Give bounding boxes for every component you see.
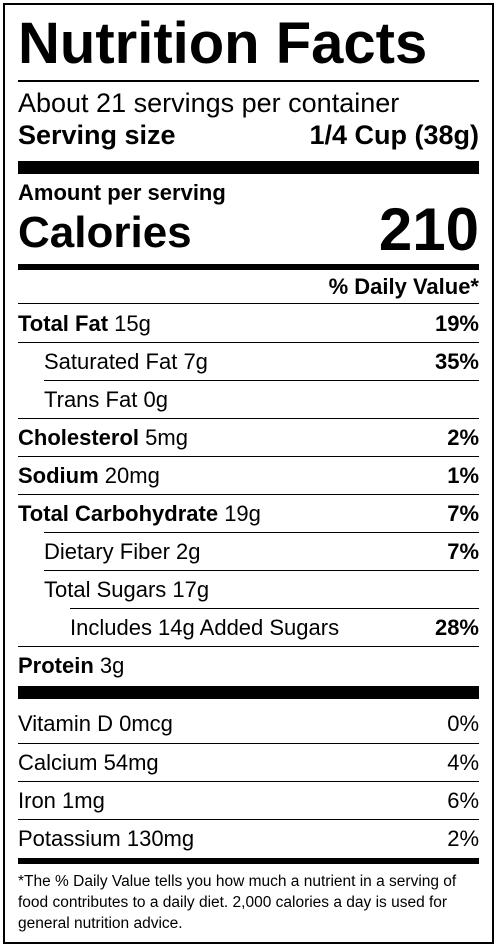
- nutrient-dv: 28%: [434, 615, 479, 640]
- vitamin-dv: 4%: [447, 750, 479, 775]
- serving-size-label: Serving size: [18, 120, 176, 150]
- nutrition-facts-label: Nutrition Facts About 21 servings per co…: [3, 3, 494, 944]
- nutrient-amount: 17g: [172, 577, 210, 602]
- vitamin-dv: 0%: [447, 711, 479, 736]
- nutrient-dv: 7%: [447, 539, 479, 564]
- divider: [18, 418, 479, 419]
- nutrient-row-trans-fat: Trans Fat 0g: [18, 381, 479, 418]
- thick-divider-middle: [18, 686, 479, 699]
- vitamin-row-calcium: Calcium 54mg 4%: [18, 744, 479, 781]
- nutrient-amount: 5mg: [145, 425, 188, 450]
- nutrient-name: Saturated Fat: [44, 349, 178, 374]
- nutrient-dv: 2%: [447, 425, 479, 450]
- vitamin-row-potassium: Potassium 130mg 2%: [18, 820, 479, 857]
- nutrient-amount: 20mg: [104, 463, 160, 488]
- nutrient-amount: 15g: [114, 311, 151, 336]
- serving-size-row: Serving size 1/4 Cup (38g): [18, 119, 479, 151]
- amount-per-serving: Amount per serving: [18, 180, 226, 205]
- nutrient-name: Trans Fat: [44, 387, 138, 412]
- vitamin-row-iron: Iron 1mg 6%: [18, 782, 479, 819]
- vitamin-amount: 0mcg: [119, 711, 173, 736]
- nutrient-amount: 19g: [224, 501, 261, 526]
- nutrient-row-total-carbohydrate: Total Carbohydrate 19g 7%: [18, 495, 479, 532]
- servings-per-container: About 21 servings per container: [18, 88, 400, 118]
- divider: [18, 303, 479, 304]
- label-content: Nutrition Facts About 21 servings per co…: [18, 5, 479, 942]
- divider: [44, 380, 479, 381]
- divider: [70, 608, 479, 609]
- vitamin-name: Calcium: [18, 750, 98, 775]
- nutrient-name: Sodium: [18, 463, 99, 488]
- nutrient-name: Includes 14g Added Sugars: [70, 615, 340, 640]
- nutrient-row-dietary-fiber: Dietary Fiber 2g 7%: [18, 533, 479, 570]
- nutrient-amount: 2g: [176, 539, 201, 564]
- divider: [18, 456, 479, 457]
- vitamin-dv: 6%: [447, 788, 479, 813]
- nutrient-amount: 7g: [183, 349, 208, 374]
- vitamin-row-vitamin-d: Vitamin D 0mcg 0%: [18, 705, 479, 742]
- calories-label: Calories: [18, 208, 192, 257]
- divider: [18, 494, 479, 495]
- vitamin-amount: 1mg: [62, 788, 105, 813]
- divider: [18, 342, 479, 343]
- nutrient-row-protein: Protein 3g: [18, 647, 479, 684]
- nutrient-row-cholesterol: Cholesterol 5mg 2%: [18, 419, 479, 456]
- nutrient-amount: 3g: [99, 653, 125, 678]
- vitamin-amount: 130mg: [126, 826, 195, 851]
- nutrient-row-saturated-fat: Saturated Fat 7g 35%: [18, 343, 479, 380]
- vitamin-name: Iron: [18, 788, 56, 813]
- nutrient-row-added-sugars: Includes 14g Added Sugars 28%: [18, 609, 479, 646]
- vitamin-amount: 54mg: [103, 750, 159, 775]
- serving-size-value: 1/4 Cup (38g): [309, 120, 479, 150]
- nutrient-amount: 0g: [143, 387, 168, 412]
- title-rule: [18, 80, 479, 82]
- nutrient-name: Total Carbohydrate: [18, 501, 219, 526]
- divider: [18, 646, 479, 647]
- nutrient-row-total-fat: Total Fat 15g 19%: [18, 305, 479, 342]
- daily-value-header: % Daily Value*: [328, 274, 479, 299]
- thick-divider-top: [18, 161, 479, 174]
- calories-value: 210: [378, 196, 479, 263]
- vitamin-dv: 2%: [447, 826, 479, 851]
- nutrient-name: Cholesterol: [18, 425, 140, 450]
- daily-value-footnote: *The % Daily Value tells you how much a …: [18, 873, 457, 932]
- divider: [44, 570, 479, 571]
- divider: [18, 781, 479, 782]
- nutrient-dv: 1%: [447, 463, 479, 488]
- nutrient-name: Total Sugars: [44, 577, 167, 602]
- nutrient-name: Protein: [18, 653, 94, 678]
- vitamin-name: Potassium: [18, 826, 121, 851]
- nutrient-row-total-sugars: Total Sugars 17g: [18, 571, 479, 608]
- nutrient-row-sodium: Sodium 20mg 1%: [18, 457, 479, 494]
- nutrient-dv: 35%: [434, 349, 479, 374]
- nutrient-dv: 19%: [434, 311, 479, 336]
- divider: [18, 743, 479, 744]
- vitamin-name: Vitamin D: [18, 711, 113, 736]
- nutrient-name: Total Fat: [18, 311, 109, 336]
- divider: [44, 532, 479, 533]
- nutrient-name: Dietary Fiber: [44, 539, 170, 564]
- nutrient-dv: 7%: [447, 501, 479, 526]
- footnote-divider: [18, 858, 479, 864]
- label-title: Nutrition Facts: [18, 11, 428, 76]
- divider: [18, 819, 479, 820]
- calories-divider: [18, 264, 479, 270]
